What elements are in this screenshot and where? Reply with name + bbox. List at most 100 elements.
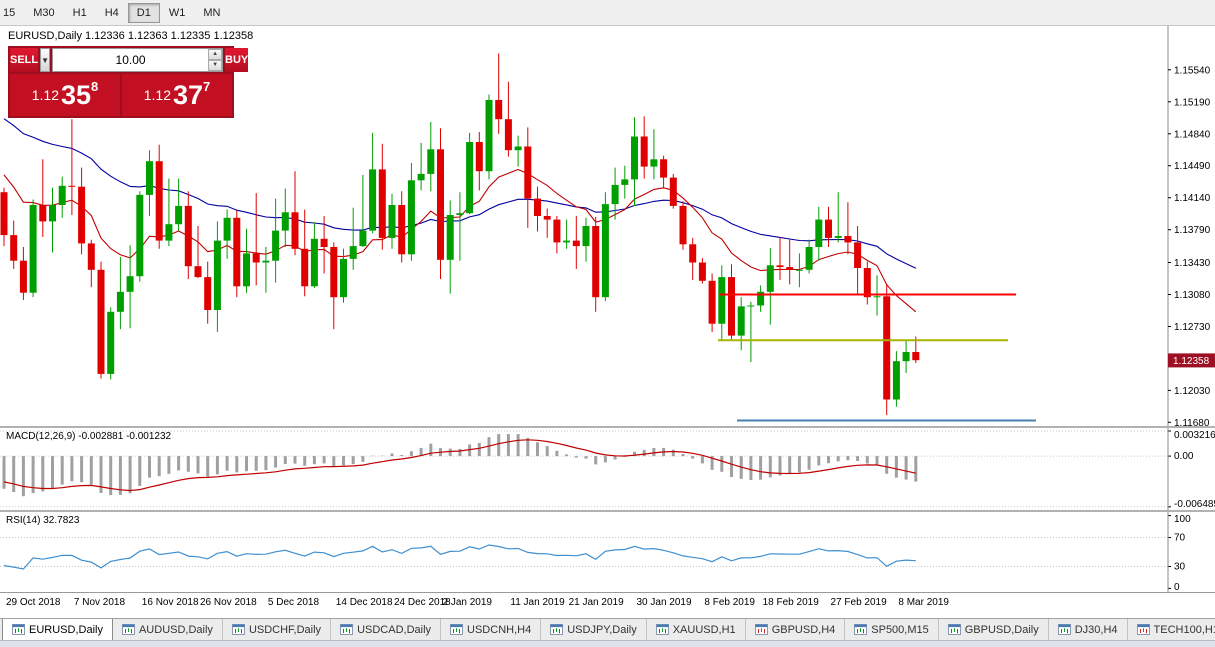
- chart-window-icon: [1057, 624, 1071, 635]
- chart-tab-label: USDCHF,Daily: [248, 623, 322, 636]
- macd-axis-label: -0.006485: [1174, 499, 1215, 510]
- rsi-axis-label: 0: [1174, 582, 1180, 592]
- buy-price-point: 7: [203, 79, 211, 94]
- chart-window-icon: [655, 624, 669, 635]
- price-axis-label: 1.15190: [1174, 97, 1211, 108]
- rsi-axis-label: 100: [1174, 514, 1191, 525]
- chart-window-icon: [947, 624, 961, 635]
- trade-prices-row: 1.12 35 8 1.12 37 7: [10, 74, 232, 116]
- chart-tab-usdcad-daily[interactable]: USDCAD,Daily: [331, 619, 442, 640]
- status-gap: [0, 612, 1215, 618]
- chart-tab-gbpusd-h4[interactable]: GBPUSD,H4: [746, 619, 846, 640]
- price-chart[interactable]: 1.15540 1.15190 1.14840 1.14490 1.14140 1.137…: [0, 26, 1215, 426]
- volume-field: ▲ ▼: [52, 48, 224, 72]
- current-price-tag: [1168, 353, 1215, 368]
- date-axis-label: 5 Dec 2018: [267, 597, 320, 608]
- date-axis-label: 16 Nov 2018: [141, 597, 199, 608]
- price-axis-label: 1.14490: [1174, 161, 1211, 172]
- chart-tab-label: SP500,M15: [871, 623, 929, 636]
- chart-tab-audusd-daily[interactable]: AUDUSD,Daily: [113, 619, 223, 640]
- date-axis-label: 27 Feb 2019: [830, 597, 887, 608]
- chevron-down-icon: ▼: [41, 55, 50, 65]
- timeframe-toolbar: 15 M30 H1 H4 D1 W1 MN: [0, 0, 1215, 26]
- main-chart-panel: 1.15540 1.15190 1.14840 1.14490 1.14140 1.137…: [0, 26, 1215, 426]
- chart-window-icon: [12, 624, 25, 635]
- price-axis-label: 1.14840: [1174, 129, 1211, 140]
- buy-button[interactable]: BUY: [225, 48, 249, 72]
- chart-tab-xauusd-h1[interactable]: XAUUSD,H1: [647, 619, 746, 640]
- chart-tab-tech100-h1[interactable]: TECH100,H1: [1128, 619, 1215, 640]
- sell-price-pips: 35: [60, 79, 92, 110]
- candles-group: [0, 53, 920, 415]
- sell-price-display[interactable]: 1.12 35 8: [10, 74, 120, 116]
- chart-window-icon: [231, 624, 245, 635]
- date-axis-label: 30 Jan 2019: [636, 597, 692, 608]
- drawn-hlines[interactable]: [718, 293, 1036, 422]
- chart-tab-dj30-h4[interactable]: DJ30,H4: [1049, 619, 1128, 640]
- timeframe-button-h4[interactable]: H4: [96, 3, 128, 23]
- date-axis-label: 26 Nov 2018: [200, 597, 257, 608]
- rsi-panel-splitter[interactable]: [0, 510, 1215, 512]
- rsi-axis-label: 30: [1174, 562, 1186, 573]
- chart-tab-usdjpy-daily[interactable]: USDJPY,Daily: [541, 619, 647, 640]
- chart-tab-label: DJ30,H4: [1074, 623, 1118, 636]
- timeframe-button-mn[interactable]: MN: [194, 3, 229, 23]
- timeframe-button-w1[interactable]: W1: [160, 3, 195, 23]
- buy-price-pips: 37: [172, 79, 204, 110]
- volume-dropdown-button[interactable]: ▼: [40, 48, 51, 72]
- buy-price-display[interactable]: 1.12 37 7: [122, 74, 232, 116]
- volume-decrease-button[interactable]: ▼: [208, 60, 223, 71]
- chart-window-icon: [1136, 624, 1150, 635]
- date-axis-label: 29 Oct 2018: [6, 597, 61, 608]
- chart-tab-usdcnh-h4[interactable]: USDCNH,H4: [441, 619, 542, 640]
- chart-tab-sp500-m15[interactable]: SP500,M15: [845, 619, 939, 640]
- macd-panel: 0.003216 0.00 -0.006485 MACD(12,26,9) -0.0…: [0, 428, 1215, 510]
- macd-axis-label: 0.00: [1174, 451, 1194, 462]
- price-axis-label: 1.12030: [1174, 386, 1211, 397]
- window-bottom-edge: [0, 640, 1215, 647]
- chart-tab-usdchf-daily[interactable]: USDCHF,Daily: [223, 619, 332, 640]
- chart-tab-bar: EURUSD,Daily AUDUSD,Daily USDCHF,Daily USDC…: [0, 618, 1215, 640]
- timeframe-button-m30[interactable]: M30: [24, 3, 63, 23]
- date-axis-label: 21 Jan 2019: [568, 597, 624, 608]
- timeframe-button-h1[interactable]: H1: [64, 3, 96, 23]
- date-axis-label: 8 Mar 2019: [898, 597, 949, 608]
- date-axis-label: 7 Nov 2018: [73, 597, 126, 608]
- macd-signal-line: [3, 439, 916, 492]
- price-axis-label: 1.13790: [1174, 225, 1211, 236]
- timeframe-button-d1[interactable]: D1: [127, 2, 160, 23]
- volume-increase-button[interactable]: ▲: [208, 49, 223, 60]
- volume-input[interactable]: [53, 49, 209, 71]
- chart-window-icon: [854, 624, 868, 635]
- chart-tab-label: TECH100,H1: [1153, 623, 1215, 636]
- macd-label: MACD(12,26,9) -0.002881 -0.001232: [6, 431, 172, 442]
- chart-tab-label: GBPUSD,H4: [771, 623, 836, 636]
- current-price-label: 1.12358: [1173, 356, 1210, 367]
- arrow-up-icon: ▲: [212, 51, 219, 57]
- volume-spinner: ▲ ▼: [208, 49, 223, 71]
- sell-price-point: 8: [91, 79, 99, 94]
- chart-tab-label: USDCAD,Daily: [357, 623, 432, 636]
- chart-tab-label: GBPUSD,Daily: [964, 623, 1039, 636]
- chart-ohlc-header: EURUSD,Daily 1.12336 1.12363 1.12335 1.1…: [8, 30, 254, 42]
- price-axis-label: 1.13080: [1174, 290, 1211, 301]
- price-axis-label: 1.15540: [1174, 65, 1211, 76]
- rsi-chart[interactable]: 100 70 30 0: [0, 512, 1215, 592]
- chart-window-icon: [340, 624, 354, 635]
- chart-tab-eurusd-daily[interactable]: EURUSD,Daily: [2, 619, 113, 640]
- date-axis-label: 18 Feb 2019: [762, 597, 819, 608]
- chart-tab-gbpusd-daily[interactable]: GBPUSD,Daily: [939, 619, 1049, 640]
- price-axis-label: 1.13430: [1174, 258, 1211, 269]
- rsi-line: [3, 544, 916, 570]
- trade-controls-row: SELL ▼ ▲ ▼ BUY: [10, 48, 249, 72]
- macd-histogram: [2, 434, 918, 497]
- macd-panel-splitter[interactable]: [0, 426, 1215, 428]
- sell-button[interactable]: SELL: [10, 48, 39, 72]
- macd-chart[interactable]: 0.003216 0.00 -0.006485: [0, 428, 1215, 510]
- price-axis-label: 1.14140: [1174, 193, 1211, 204]
- chart-window-icon: [450, 624, 464, 635]
- date-axis-label: 8 Feb 2019: [704, 597, 755, 608]
- buy-price-main: 1.12: [143, 87, 171, 103]
- timeframe-button-15[interactable]: 15: [0, 3, 24, 23]
